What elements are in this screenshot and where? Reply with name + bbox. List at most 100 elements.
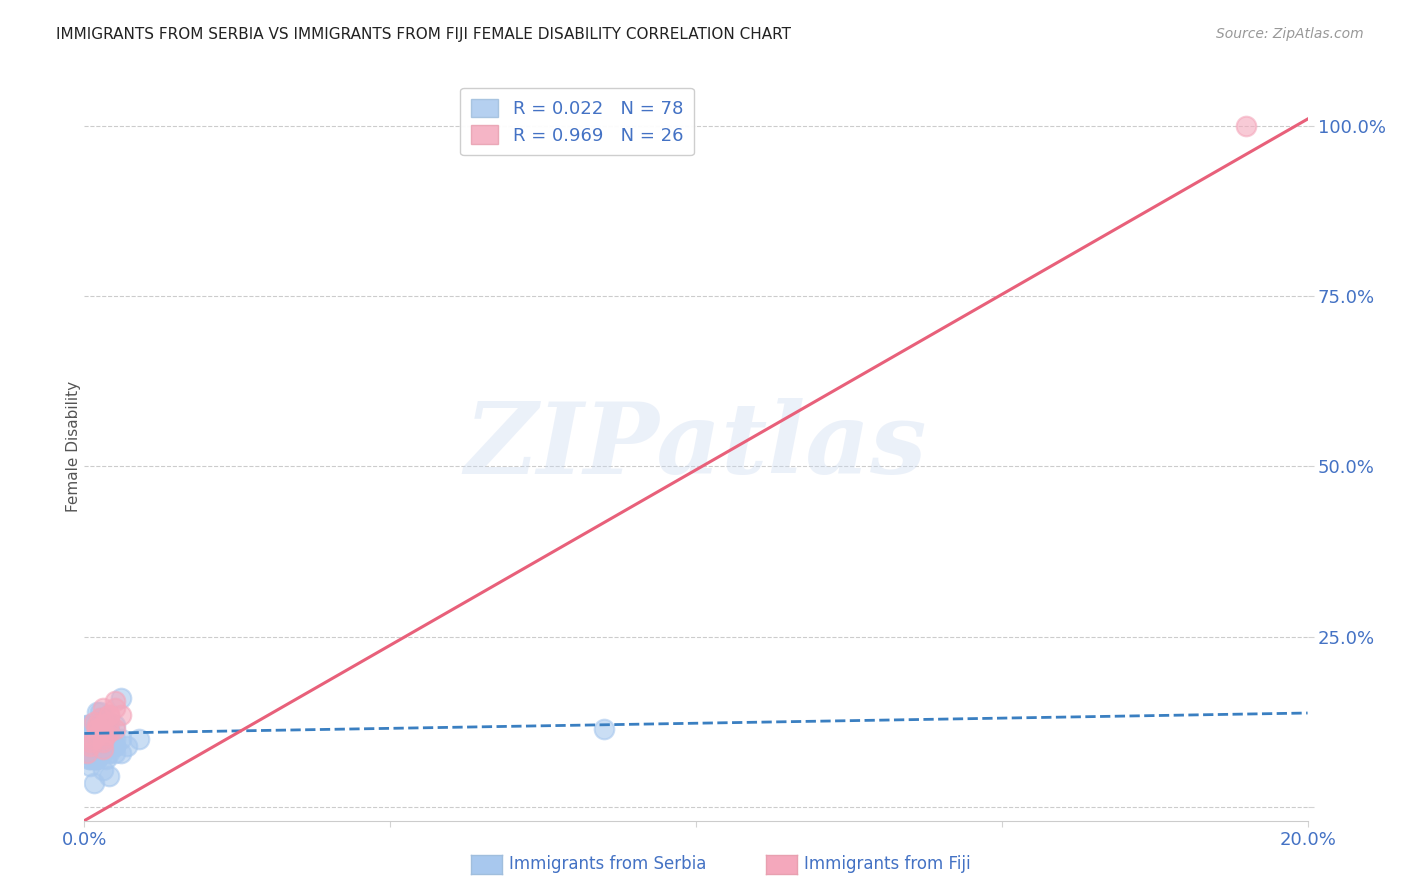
Point xyxy=(97,769,120,783)
Text: ZIPatlas: ZIPatlas xyxy=(465,398,927,494)
Point xyxy=(86,718,108,732)
Point xyxy=(86,725,108,739)
Point xyxy=(76,718,98,732)
Point xyxy=(86,725,108,739)
Point xyxy=(97,725,120,739)
Point xyxy=(104,746,127,760)
Point xyxy=(97,725,120,739)
Point xyxy=(97,746,120,760)
Point xyxy=(110,708,132,723)
Point xyxy=(86,739,108,753)
Point xyxy=(91,739,114,753)
Text: Immigrants from Fiji: Immigrants from Fiji xyxy=(804,855,972,873)
Point xyxy=(91,739,114,753)
Point xyxy=(97,725,120,739)
Point xyxy=(89,705,111,719)
Point xyxy=(97,725,120,739)
Point xyxy=(79,759,101,773)
Point xyxy=(86,731,108,746)
Point xyxy=(97,739,120,753)
Point xyxy=(97,708,120,723)
Point xyxy=(89,725,111,739)
Point xyxy=(97,731,120,746)
Point xyxy=(86,722,108,736)
Point xyxy=(89,711,111,725)
Point xyxy=(76,718,98,732)
Point xyxy=(94,731,117,746)
Point xyxy=(128,731,150,746)
Point xyxy=(83,731,105,746)
Point xyxy=(110,731,132,746)
Point xyxy=(86,746,108,760)
Point xyxy=(83,714,105,729)
Point xyxy=(89,731,111,746)
Point xyxy=(110,691,132,706)
Point xyxy=(79,746,101,760)
Point xyxy=(79,718,101,732)
Point xyxy=(94,752,117,766)
Point xyxy=(86,752,108,766)
Point xyxy=(83,725,105,739)
Point xyxy=(89,711,111,725)
Point xyxy=(83,752,105,766)
Point xyxy=(91,731,114,746)
Y-axis label: Female Disability: Female Disability xyxy=(66,380,80,512)
Point xyxy=(89,718,111,732)
Point xyxy=(97,725,120,739)
Point xyxy=(91,746,114,760)
Point xyxy=(91,731,114,746)
Text: IMMIGRANTS FROM SERBIA VS IMMIGRANTS FROM FIJI FEMALE DISABILITY CORRELATION CHA: IMMIGRANTS FROM SERBIA VS IMMIGRANTS FRO… xyxy=(56,27,792,42)
Point xyxy=(86,705,108,719)
Point xyxy=(91,731,114,746)
Point xyxy=(79,746,101,760)
Point xyxy=(86,752,108,766)
Point xyxy=(77,752,100,766)
Point xyxy=(83,731,105,746)
Point xyxy=(91,725,114,739)
Point xyxy=(97,725,120,739)
Point xyxy=(86,729,108,743)
Point xyxy=(91,718,114,732)
Point xyxy=(86,746,108,760)
Point xyxy=(91,739,114,753)
Point xyxy=(79,718,101,732)
Point xyxy=(97,708,120,723)
Point xyxy=(76,731,98,746)
Point xyxy=(104,739,127,753)
Point xyxy=(86,739,108,753)
Point xyxy=(79,739,101,753)
Point xyxy=(79,735,101,749)
Point xyxy=(593,722,616,736)
Point xyxy=(79,746,101,760)
Point xyxy=(79,752,101,766)
Point xyxy=(97,714,120,729)
Point xyxy=(104,694,127,708)
Point xyxy=(91,731,114,746)
Point xyxy=(104,722,127,736)
Point xyxy=(91,731,114,746)
Point xyxy=(86,739,108,753)
Point xyxy=(91,731,114,746)
Point xyxy=(91,763,114,777)
Point xyxy=(83,776,105,790)
Point xyxy=(83,731,105,746)
Point xyxy=(83,739,105,753)
Point xyxy=(1236,119,1258,133)
Point xyxy=(86,739,108,753)
Point xyxy=(91,711,114,725)
Point xyxy=(91,701,114,715)
Point xyxy=(76,746,98,760)
Point xyxy=(86,739,108,753)
Point xyxy=(104,731,127,746)
Point xyxy=(83,725,105,739)
Point xyxy=(91,731,114,746)
Point xyxy=(104,701,127,715)
Legend: R = 0.022   N = 78, R = 0.969   N = 26: R = 0.022 N = 78, R = 0.969 N = 26 xyxy=(460,88,695,155)
Point xyxy=(91,735,114,749)
Point xyxy=(76,746,98,760)
Point xyxy=(91,718,114,732)
Point xyxy=(110,746,132,760)
Point xyxy=(104,739,127,753)
Point xyxy=(104,718,127,732)
Point xyxy=(79,739,101,753)
